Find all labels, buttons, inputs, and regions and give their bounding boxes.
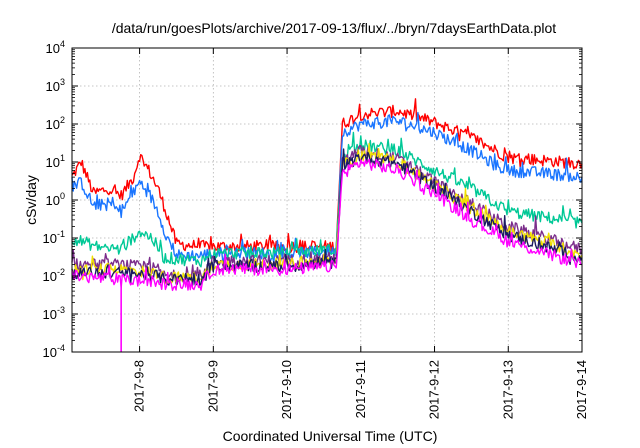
series-layer	[71, 98, 583, 352]
series-line-6	[71, 148, 583, 287]
grid-lines	[72, 48, 582, 352]
y-axis-title: cSv/day	[23, 175, 39, 225]
chart-title: /data/run/goesPlots/archive/2017-09-13/f…	[112, 20, 556, 36]
x-tick-label: 2017-9-14	[574, 360, 589, 419]
series-line-2	[71, 111, 583, 264]
x-tick-label: 2017-9-9	[205, 360, 220, 412]
x-tick-label: 2017-9-8	[132, 360, 147, 412]
x-tick-label: 2017-9-13	[500, 360, 515, 419]
y-tick-label: 102	[46, 115, 65, 132]
series-line-5	[71, 142, 583, 285]
y-tick-label: 104	[46, 39, 65, 56]
y-axis: 10-4 10-3 10-2 10-1 100 101 102 103 104	[43, 39, 582, 360]
y-tick-label: 10-3	[43, 305, 65, 322]
y-tick-label: 100	[46, 191, 65, 208]
x-tick-label: 2017-9-12	[427, 360, 442, 419]
y-tick-label: 10-1	[43, 229, 65, 246]
series-line-3	[71, 131, 583, 268]
series-line-7	[71, 158, 583, 292]
x-tick-label: 2017-9-10	[279, 360, 294, 419]
series-line-4	[71, 145, 583, 285]
x-tick-label: 2017-9-11	[353, 360, 368, 418]
y-tick-label: 103	[46, 77, 65, 94]
x-axis: 2017-9-8 2017-9-9 2017-9-10 2017-9-11 2017-9…	[132, 48, 589, 419]
y-tick-label: 101	[46, 153, 65, 170]
y-tick-label: 10-2	[43, 267, 65, 284]
x-axis-title: Coordinated Universal Time (UTC)	[223, 428, 438, 444]
y-tick-label: 10-4	[43, 343, 65, 360]
